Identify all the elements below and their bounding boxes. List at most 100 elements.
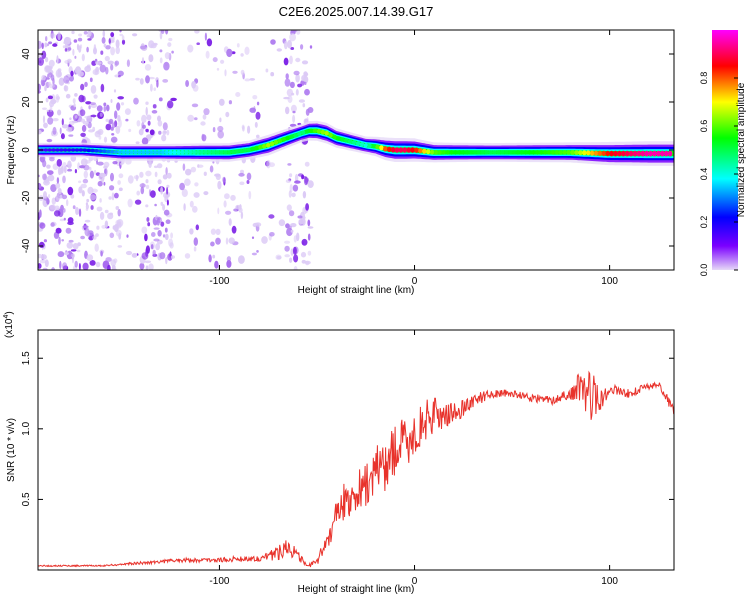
spectrogram-ridge-cell (125, 150, 130, 155)
spectrogram-ridge-cell (656, 150, 661, 157)
spectrogram-speckle (193, 246, 197, 252)
spectrogram-speckle (38, 263, 42, 269)
spectrogram-ridge-cell (554, 150, 560, 155)
snr-xtick-label: 0 (412, 576, 418, 587)
spectrogram-xlabel: Height of straight line (km) (298, 285, 415, 296)
spectrogram-speckle (100, 250, 103, 257)
spectrogram-ridge-cell (336, 136, 341, 141)
spectrogram-speckle (99, 198, 102, 203)
spectrogram-ridge-cell (324, 130, 329, 136)
spectrogram-speckle (145, 101, 149, 105)
spectrogram-speckle (104, 55, 110, 62)
spectrogram-speckle (181, 188, 188, 198)
spectrogram-ridge-cell (320, 129, 325, 135)
spectrogram-speckle (244, 78, 251, 82)
spectrogram-speckle (74, 260, 78, 268)
spectrogram-ridge-cell (207, 150, 212, 155)
spectrogram-ridge-cell (515, 150, 521, 155)
spectrogram-speckle (307, 180, 314, 189)
spectrogram-ridge-cell (383, 146, 388, 152)
spectrogram-ridge-cell (277, 138, 283, 144)
snr-xtick-label: 100 (601, 576, 618, 587)
spectrogram-ridge-cell (496, 150, 501, 155)
spectrogram-speckle (64, 48, 68, 52)
spectrogram-speckle (304, 81, 307, 85)
spectrogram-ridge-cell (90, 148, 95, 153)
spectrogram-speckle (90, 114, 97, 118)
spectrogram-ridge-cell (106, 149, 111, 154)
colorbar: 0.0 0.2 0.4 0.6 0.8 Normalized spectral ampl… (699, 30, 747, 276)
spectrogram-speckle (38, 40, 42, 49)
colorbar-tick-label: 0.8 (699, 72, 709, 85)
spectrogram-ridge-cell (511, 150, 517, 155)
spectrogram-speckle (50, 184, 57, 193)
spectrogram-ridge-cell (609, 150, 614, 157)
spectrogram-speckle (246, 172, 252, 181)
spectrogram-speckle (85, 202, 88, 206)
spectrogram-speckle (165, 167, 168, 176)
spectrogram-speckle (251, 252, 257, 256)
spectrogram-speckle (49, 156, 55, 162)
spectrogram-speckle (59, 167, 63, 175)
spectrogram-speckle (61, 239, 64, 242)
spectrogram-speckle (126, 234, 129, 238)
spectrogram-ridge-cell (367, 143, 372, 148)
spectrogram-speckle (93, 47, 97, 55)
spectrogram-ridge-cell (578, 150, 583, 156)
spectrogram-ridge-cell (195, 150, 201, 155)
spectrogram-speckle (79, 109, 86, 117)
spectrogram-ridge-cell (70, 148, 76, 152)
snr-multiplier-exp: 4 (3, 315, 10, 319)
spectrogram-speckle (146, 217, 150, 222)
spectrogram-noise-layer (38, 30, 314, 270)
spectrogram-speckle (287, 95, 293, 103)
spectrogram-speckle (106, 104, 110, 112)
spectrogram-ridge-cell (648, 150, 653, 157)
spectrogram-ridge-cell (94, 149, 99, 153)
spectrogram-speckle (162, 204, 166, 211)
spectrogram-speckle (287, 163, 292, 166)
spectrogram-speckle (214, 260, 219, 269)
spectrogram-speckle (118, 187, 123, 192)
spectrogram-speckle (97, 180, 103, 187)
spectrogram-speckle (225, 111, 230, 118)
spectrogram-ridge-cell (664, 150, 669, 157)
spectrogram-speckle (290, 47, 295, 50)
spectrogram-speckle (44, 42, 48, 48)
spectrogram-speckle (105, 257, 112, 262)
spectrogram-speckle (296, 30, 301, 35)
spectrogram-ridge-cell (406, 147, 411, 153)
spectrogram-ridge-cell (387, 146, 392, 152)
spectrogram-speckle (95, 66, 99, 73)
spectrogram-ridge-cell (660, 150, 665, 157)
spectrogram-speckle (115, 219, 122, 226)
spectrogram-speckle (261, 236, 268, 244)
spectrogram-speckle (38, 129, 42, 135)
spectrogram-speckle (68, 134, 74, 137)
spectrogram-speckle (286, 227, 293, 237)
spectrogram-speckle (215, 173, 221, 180)
spectrogram-speckle (67, 58, 72, 64)
spectrogram-speckle (284, 245, 290, 252)
spectrogram-ridge-cell (562, 150, 567, 155)
spectrogram-speckle (77, 37, 83, 42)
spectrogram-ridge-cell (246, 147, 251, 153)
spectrogram-xtick-label: -100 (209, 276, 229, 287)
spectrogram-speckle (290, 229, 294, 233)
spectrogram-speckle (38, 183, 42, 189)
spectrogram-speckle (167, 42, 172, 47)
spectrogram-speckle (103, 136, 108, 143)
spectrogram-speckle (95, 261, 101, 268)
spectrogram-speckle (305, 108, 310, 116)
spectrogram-speckle (103, 102, 107, 107)
spectrogram-speckle (97, 161, 104, 166)
spectrogram-speckle (78, 45, 82, 53)
spectrogram-speckle (307, 233, 311, 241)
spectrogram-speckle (87, 38, 92, 41)
snr-ytick-label: 1.0 (21, 421, 32, 435)
spectrogram-speckle (103, 43, 107, 48)
spectrogram-speckle (297, 215, 303, 219)
spectrogram-speckle (87, 30, 92, 37)
spectrogram-speckle (114, 192, 119, 199)
spectrogram-ridge-cell (98, 149, 103, 153)
